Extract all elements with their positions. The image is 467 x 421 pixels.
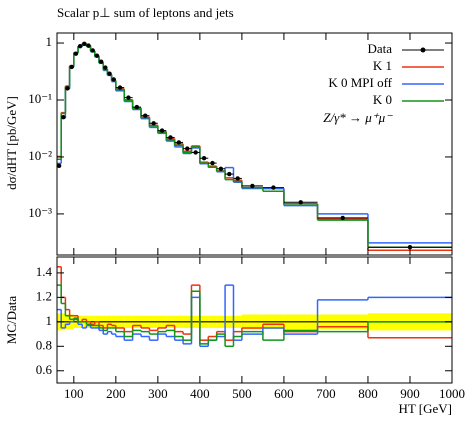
x-tick-label: 800 [358, 386, 378, 401]
main-frame [56, 32, 453, 256]
ratio-frame [56, 256, 453, 384]
y-tick-label: 1 [46, 34, 53, 49]
data-point [77, 43, 83, 49]
data-point [298, 200, 303, 205]
data-point [86, 43, 91, 48]
y-tick-label: 10⁻² [28, 148, 52, 163]
legend-label: K 1 [373, 58, 392, 73]
data-point [126, 95, 131, 100]
data-point [340, 215, 345, 221]
data-point [193, 150, 198, 155]
x-tick-label: 600 [274, 386, 294, 401]
data-point [201, 156, 207, 161]
data-point [103, 65, 108, 70]
ratio-y-tick-label: 0.8 [36, 337, 52, 352]
data-point [250, 183, 255, 189]
x-tick-label: 1000 [439, 386, 465, 401]
chart-title: Scalar p⊥ sum of leptons and jets [57, 5, 234, 20]
ratio-y-axis-label: MC/Data [4, 296, 19, 345]
ratio-y-tick-label: 1 [46, 313, 53, 328]
legend-label: K 0 MPI off [328, 75, 392, 90]
data-point [227, 171, 232, 177]
data-point [134, 104, 140, 110]
x-axis-label: HT [GeV] [398, 401, 452, 416]
data-point [107, 71, 112, 76]
y-tick-label: 10⁻¹ [28, 91, 52, 106]
x-tick-label: 400 [190, 386, 210, 401]
data-point [210, 160, 215, 166]
x-tick-label: 500 [232, 386, 252, 401]
data-point [111, 77, 116, 82]
data-point [168, 135, 173, 140]
y-axis-label: dσ/dHT [pb/GeV] [4, 96, 19, 190]
data-point [90, 48, 95, 53]
data-point [73, 51, 79, 56]
x-tick-label: 900 [400, 386, 420, 401]
data-point [143, 113, 148, 118]
data-point [218, 166, 224, 171]
x-tick-label: 300 [148, 386, 168, 401]
data-point [176, 140, 182, 145]
data-point [159, 128, 165, 133]
data-point [271, 185, 276, 190]
data-point [117, 85, 123, 90]
x-tick-label: 200 [106, 386, 126, 401]
data-point [407, 245, 413, 250]
ratio-y-tick-label: 1.4 [36, 264, 53, 279]
data-point [82, 41, 87, 46]
x-tick-label: 700 [316, 386, 336, 401]
annotation: Z/γ* → μ⁺μ⁻ [323, 110, 393, 125]
data-point [61, 114, 66, 120]
data-point [235, 176, 240, 181]
data-point [65, 86, 70, 91]
data-point [185, 146, 190, 151]
x-tick-label: 100 [64, 386, 84, 401]
data-point [69, 64, 74, 70]
data-point [56, 163, 62, 168]
ratio-y-tick-label: 1.2 [36, 288, 52, 303]
legend-marker [420, 47, 426, 53]
data-point [151, 121, 156, 126]
y-tick-label: 10⁻³ [28, 205, 52, 220]
ratio-y-tick-label: 0.6 [36, 362, 53, 377]
data-point [94, 53, 100, 58]
data-point [98, 59, 104, 64]
legend-label: Data [367, 41, 392, 56]
legend-label: K 0 [373, 92, 392, 107]
